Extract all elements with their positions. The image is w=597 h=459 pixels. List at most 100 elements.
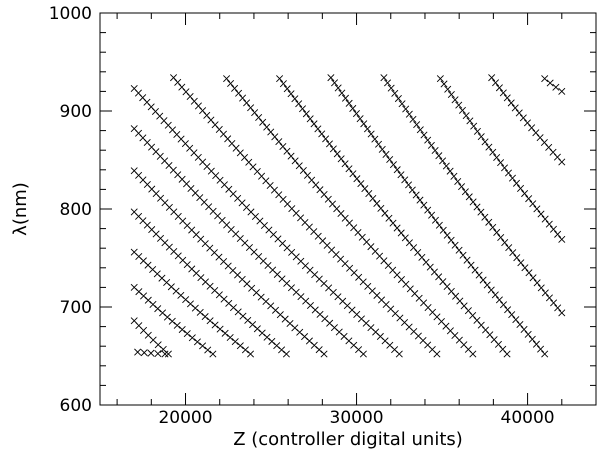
cross-stroke — [258, 329, 266, 337]
cross-stroke — [283, 244, 291, 252]
data-point — [405, 110, 413, 118]
cross-stroke — [308, 176, 316, 184]
cross-stroke — [481, 138, 489, 146]
cross-stroke — [517, 184, 525, 192]
cross-stroke — [376, 332, 384, 340]
cross-stroke — [178, 326, 186, 334]
data-point — [512, 316, 520, 324]
cross-stroke — [359, 350, 367, 358]
data-point — [299, 167, 307, 175]
data-point — [532, 340, 540, 348]
cross-stroke — [295, 162, 303, 170]
data-point — [412, 191, 420, 199]
cross-stroke — [451, 241, 459, 249]
cross-stroke — [493, 153, 501, 162]
cross-stroke — [505, 244, 513, 252]
cross-stroke — [172, 287, 180, 295]
data-point — [558, 235, 566, 243]
cross-stroke — [165, 161, 173, 170]
cross-stroke — [226, 333, 234, 341]
cross-stroke — [158, 274, 166, 282]
cross-stroke — [196, 308, 204, 316]
cross-stroke — [144, 296, 152, 304]
cross-stroke — [178, 83, 186, 91]
cross-stroke — [503, 94, 511, 102]
cross-stroke — [134, 89, 142, 97]
cross-stroke — [439, 226, 447, 234]
cross-stroke — [278, 346, 286, 354]
cross-stroke — [236, 149, 244, 157]
x-tick-label: 30000 — [330, 408, 384, 428]
cross-stroke — [306, 266, 314, 274]
cross-stroke — [389, 161, 397, 169]
cross-stroke — [291, 157, 299, 165]
data-point — [554, 304, 562, 312]
cross-stroke — [389, 266, 397, 274]
data-point — [416, 126, 424, 134]
cross-stroke — [232, 144, 240, 152]
cross-stroke — [376, 252, 384, 260]
data-point — [389, 219, 397, 227]
data-point — [193, 338, 201, 346]
data-point — [259, 118, 267, 126]
cross-stroke — [381, 337, 389, 345]
cross-stroke — [154, 341, 162, 349]
cross-stroke — [385, 214, 393, 222]
cross-stroke — [350, 224, 358, 232]
cross-stroke — [386, 156, 394, 164]
cross-stroke — [139, 257, 147, 265]
cross-stroke — [486, 331, 494, 339]
data-point — [287, 90, 295, 98]
data-point — [462, 112, 470, 120]
data-point — [485, 143, 493, 151]
data-point — [447, 236, 455, 244]
cross-stroke — [215, 125, 223, 133]
cross-stroke — [454, 177, 462, 185]
cross-stroke — [477, 321, 485, 329]
cross-stroke — [321, 315, 329, 323]
data-point — [209, 350, 217, 358]
cross-stroke — [173, 321, 181, 329]
cross-stroke — [170, 74, 178, 82]
data-point — [546, 79, 554, 87]
cross-stroke — [271, 306, 280, 314]
cross-stroke — [350, 341, 358, 349]
cross-stroke — [206, 282, 214, 290]
data-point — [283, 85, 291, 93]
cross-stroke — [228, 139, 236, 148]
data-point — [367, 130, 375, 138]
cross-stroke — [513, 254, 521, 262]
cross-stroke — [143, 138, 151, 146]
cross-stroke — [550, 299, 558, 307]
cross-stroke — [469, 198, 477, 206]
cross-stroke — [466, 117, 474, 125]
cross-stroke — [197, 235, 205, 243]
cross-stroke — [130, 167, 138, 175]
data-point — [263, 123, 271, 131]
cross-stroke — [497, 233, 505, 242]
data-point — [216, 325, 224, 333]
data-point — [414, 248, 422, 257]
cross-stroke — [327, 74, 335, 82]
cross-stroke — [241, 346, 249, 354]
data-point — [401, 234, 409, 242]
cross-stroke — [206, 244, 214, 252]
data-point — [282, 350, 290, 358]
data-point — [533, 279, 541, 287]
data-point — [492, 79, 500, 87]
cross-stroke — [225, 299, 233, 307]
data-point — [471, 266, 479, 274]
cross-stroke — [276, 75, 284, 83]
data-point — [275, 138, 283, 146]
cross-stroke — [301, 262, 309, 270]
data-point — [349, 104, 357, 112]
cross-stroke — [232, 230, 240, 238]
cross-stroke — [378, 145, 386, 153]
data-point — [455, 246, 463, 254]
data-point — [381, 209, 389, 217]
cross-stroke — [389, 219, 397, 227]
cross-stroke — [265, 226, 273, 234]
cross-stroke — [443, 231, 451, 239]
cross-stroke — [367, 130, 375, 138]
cross-stroke — [147, 103, 155, 111]
